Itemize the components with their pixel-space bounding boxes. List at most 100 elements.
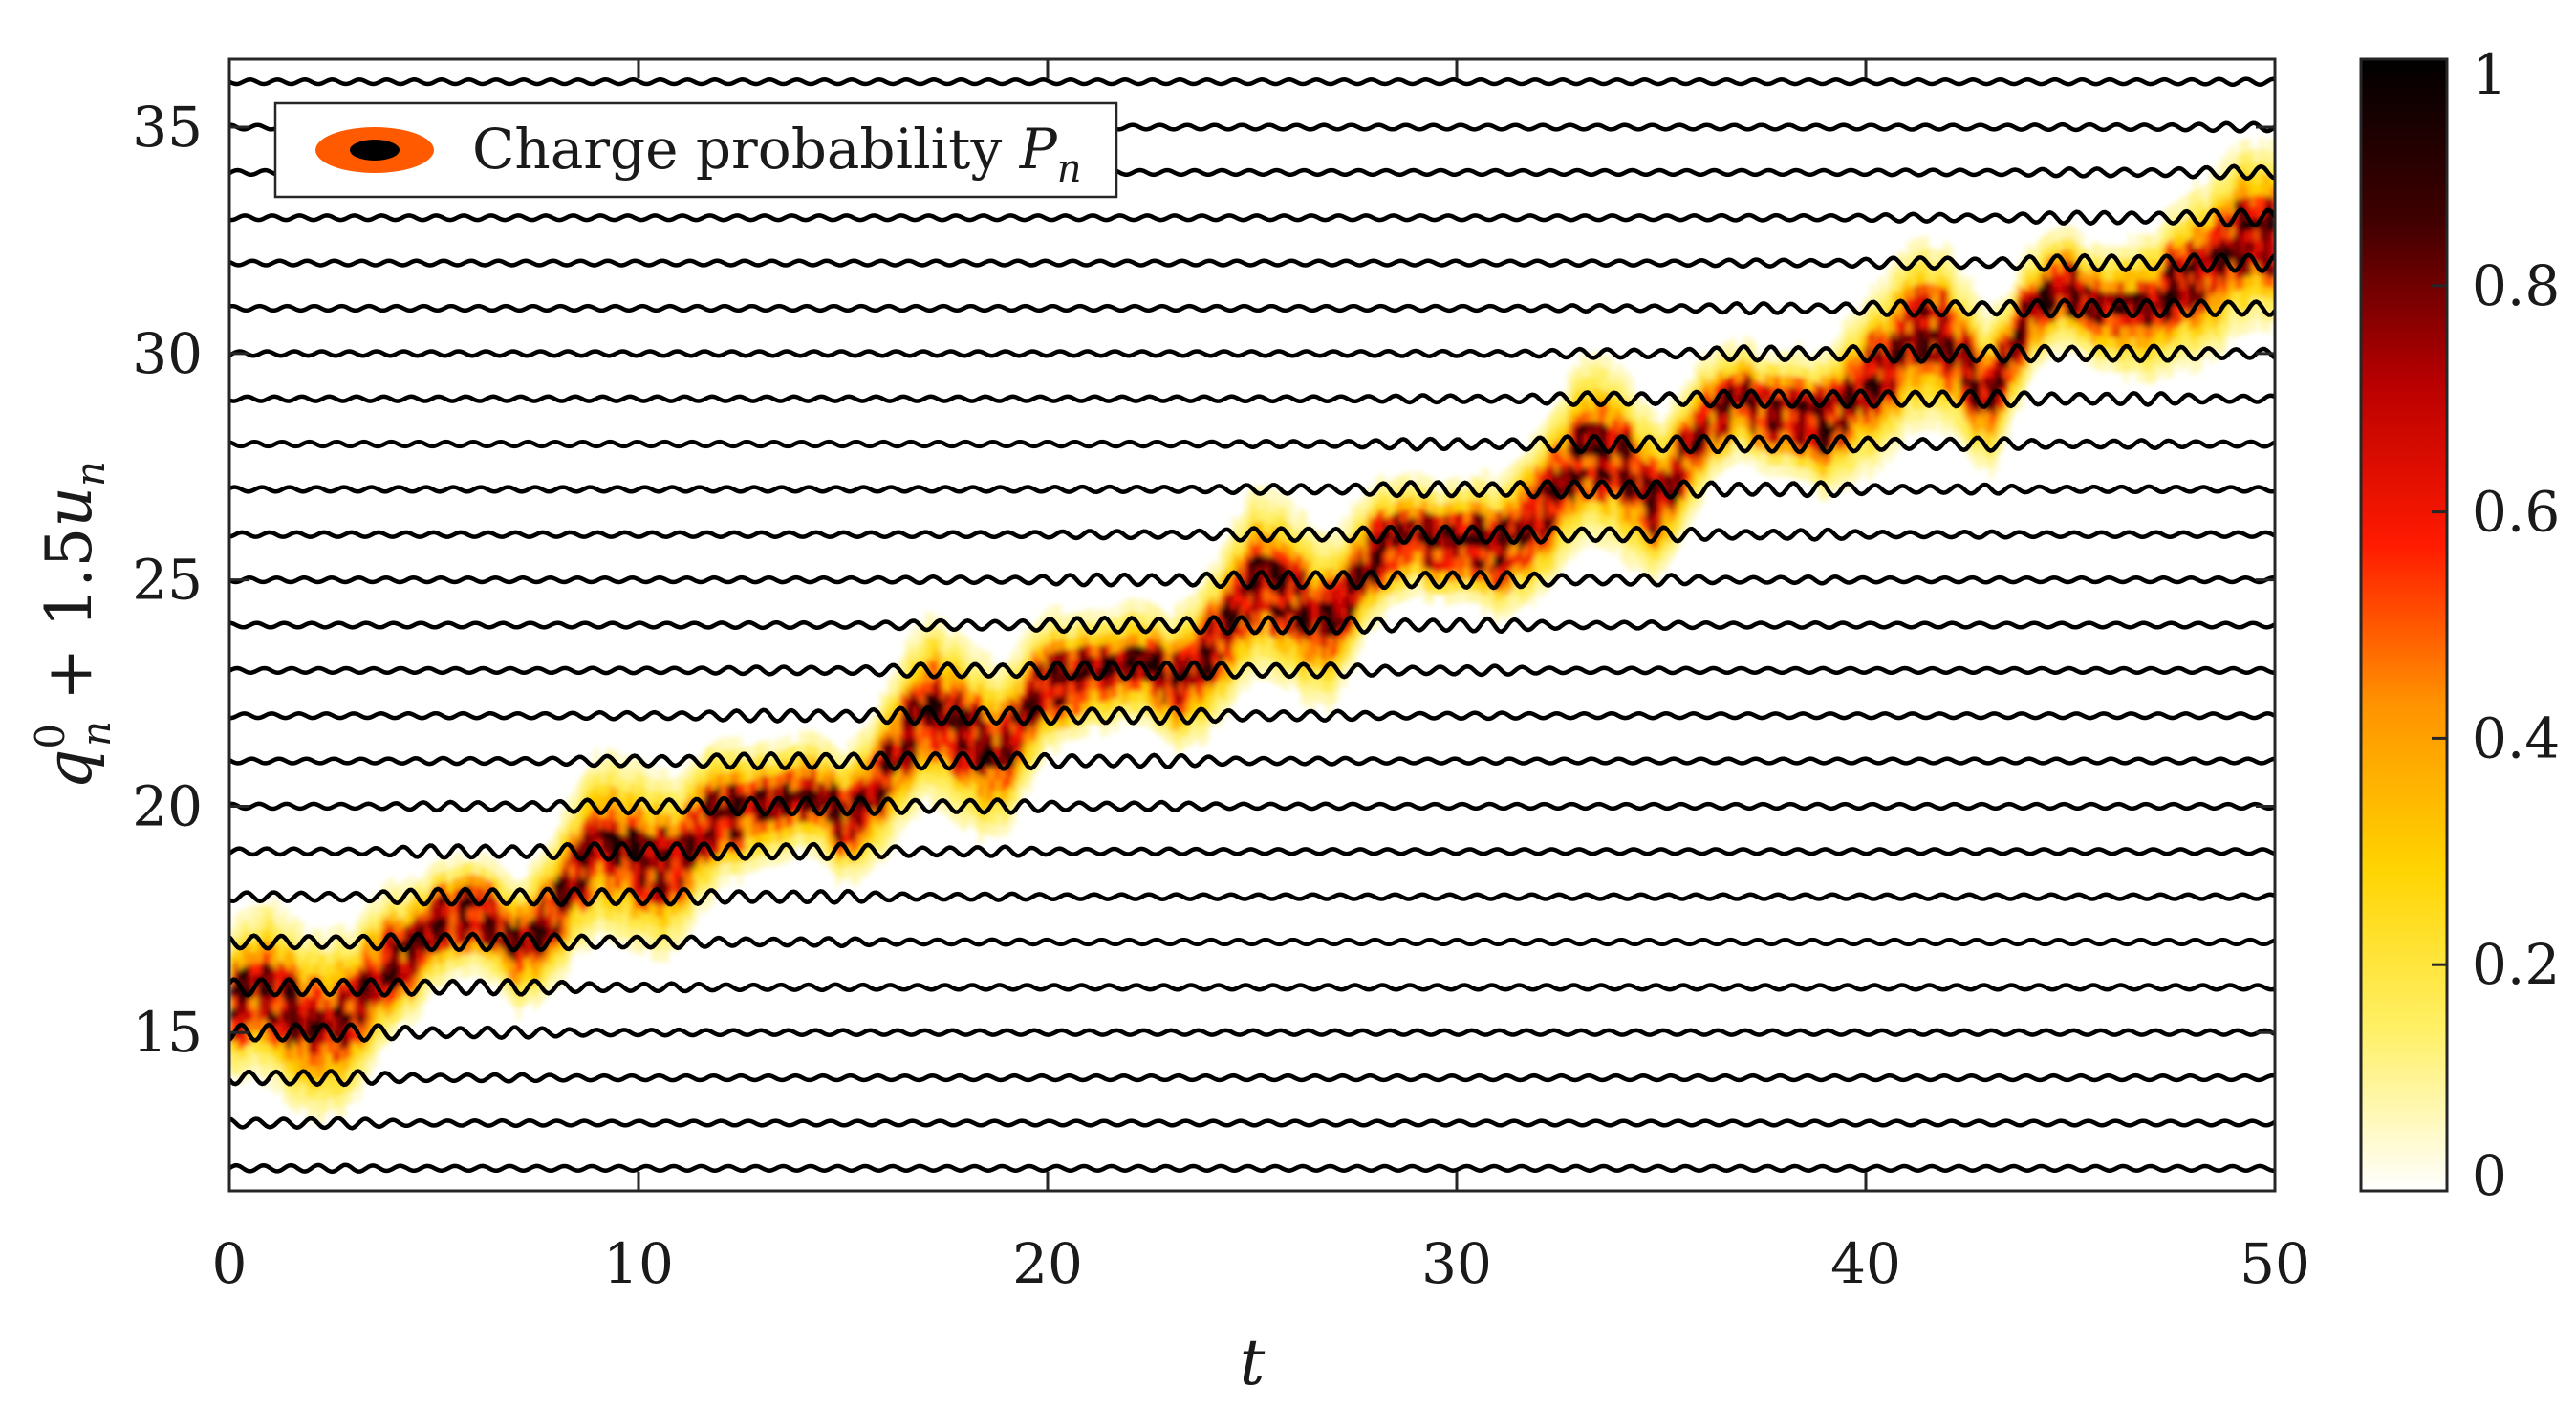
heatmap-cell <box>617 855 624 869</box>
heatmap-cell <box>1354 517 1360 531</box>
heatmap-cell <box>1489 552 1495 565</box>
heatmap-cell <box>937 650 943 664</box>
heatmap-cell <box>560 888 567 902</box>
heatmap-cell <box>1055 649 1062 663</box>
heatmap-cell <box>1554 461 1561 474</box>
heatmap-cell <box>1628 479 1634 492</box>
heatmap-cell <box>601 838 608 852</box>
heatmap-cell <box>982 810 988 823</box>
heatmap-cell <box>548 897 554 911</box>
heatmap-cell <box>1158 655 1164 668</box>
heatmap-cell <box>1694 398 1699 411</box>
heatmap-cell <box>777 817 784 831</box>
heatmap-cell <box>790 745 796 758</box>
heatmap-cell <box>655 801 660 815</box>
heatmap-cell <box>1109 698 1115 711</box>
heatmap-cell <box>1137 610 1143 623</box>
heatmap-cell <box>1297 508 1303 521</box>
heatmap-cell <box>1096 655 1103 669</box>
heatmap-cell <box>1223 542 1229 556</box>
heatmap-cell <box>883 798 890 812</box>
heatmap-cell <box>793 834 800 847</box>
heatmap-cell <box>1665 415 1672 428</box>
heatmap-cell <box>691 788 698 801</box>
heatmap-cell <box>487 936 493 949</box>
heatmap-cell <box>233 1028 240 1041</box>
heatmap-cell <box>1121 613 1127 626</box>
heatmap-cell <box>626 892 632 905</box>
heatmap-cell <box>1509 509 1516 523</box>
heatmap-cell <box>1007 705 1012 719</box>
heatmap-cell <box>1055 728 1062 742</box>
heatmap-cell <box>1706 380 1712 394</box>
heatmap-cell <box>307 1029 314 1043</box>
heatmap-cell <box>1542 546 1548 559</box>
heatmap-cell <box>1559 420 1565 434</box>
heatmap-cell <box>237 991 244 1005</box>
heatmap-cell <box>1624 383 1631 398</box>
heatmap-cell <box>953 685 960 700</box>
heatmap-cell <box>319 952 325 965</box>
heatmap-cell <box>311 1110 317 1123</box>
heatmap-cell <box>303 947 309 961</box>
heatmap-cell <box>639 806 644 819</box>
heatmap-cell <box>1649 544 1655 557</box>
heatmap-cell <box>1317 679 1324 692</box>
heatmap-cell <box>1035 654 1041 668</box>
heatmap-cell <box>1321 600 1328 614</box>
heatmap-cell <box>1309 562 1315 575</box>
heatmap-cell <box>540 908 547 921</box>
heatmap-cell <box>1485 595 1491 608</box>
heatmap-cell <box>1179 704 1184 717</box>
heatmap-cell <box>605 793 612 808</box>
heatmap-cell <box>1681 431 1688 444</box>
heatmap-cell <box>1489 586 1495 599</box>
heatmap-cell <box>495 898 501 911</box>
heatmap-cell <box>360 1036 366 1050</box>
heatmap-cell <box>1428 478 1434 491</box>
heatmap-cell <box>1559 555 1565 570</box>
heatmap-cell <box>1669 408 1676 422</box>
heatmap-cell <box>1526 552 1532 566</box>
heatmap-cell <box>1653 570 1659 583</box>
heatmap-cell <box>384 938 391 951</box>
heatmap-cell <box>1116 694 1123 707</box>
heatmap-cell <box>1735 393 1741 406</box>
heatmap-cell <box>364 1052 370 1066</box>
heatmap-cell <box>1027 769 1033 782</box>
heatmap-cell <box>985 811 992 824</box>
heatmap-cell <box>1485 537 1491 552</box>
heatmap-cell <box>790 801 796 814</box>
heatmap-cell <box>614 808 620 821</box>
heatmap-cell <box>1326 623 1331 638</box>
heatmap-cell <box>319 1053 325 1067</box>
heatmap-cell <box>883 707 890 721</box>
heatmap-cell <box>745 837 751 851</box>
heatmap-cell <box>249 963 256 976</box>
heatmap-cell <box>552 834 558 848</box>
heatmap-cell <box>303 1050 309 1063</box>
heatmap-cell <box>1419 575 1426 589</box>
heatmap-cell <box>617 833 624 846</box>
heatmap-cell <box>1588 363 1593 377</box>
heatmap-cell <box>642 910 649 923</box>
heatmap-cell <box>454 854 461 867</box>
heatmap-cell <box>675 913 682 926</box>
heatmap-cell <box>515 949 522 964</box>
heatmap-cell <box>298 979 305 992</box>
heatmap-cell <box>1202 718 1209 731</box>
heatmap-cell <box>1288 545 1295 559</box>
heatmap-cell <box>434 872 440 886</box>
heatmap-cell <box>1407 472 1414 486</box>
heatmap-cell <box>1673 458 1679 471</box>
heatmap-cell <box>831 768 836 781</box>
heatmap-cell <box>1179 715 1184 728</box>
heatmap-cell <box>855 756 861 769</box>
heatmap-cell <box>336 947 342 961</box>
heatmap-cell <box>1387 571 1393 584</box>
heatmap-cell <box>1681 487 1688 501</box>
heatmap-cell <box>928 760 935 773</box>
heatmap-cell <box>1669 397 1676 410</box>
heatmap-cell <box>332 1017 337 1030</box>
heatmap-cell <box>1612 463 1618 476</box>
